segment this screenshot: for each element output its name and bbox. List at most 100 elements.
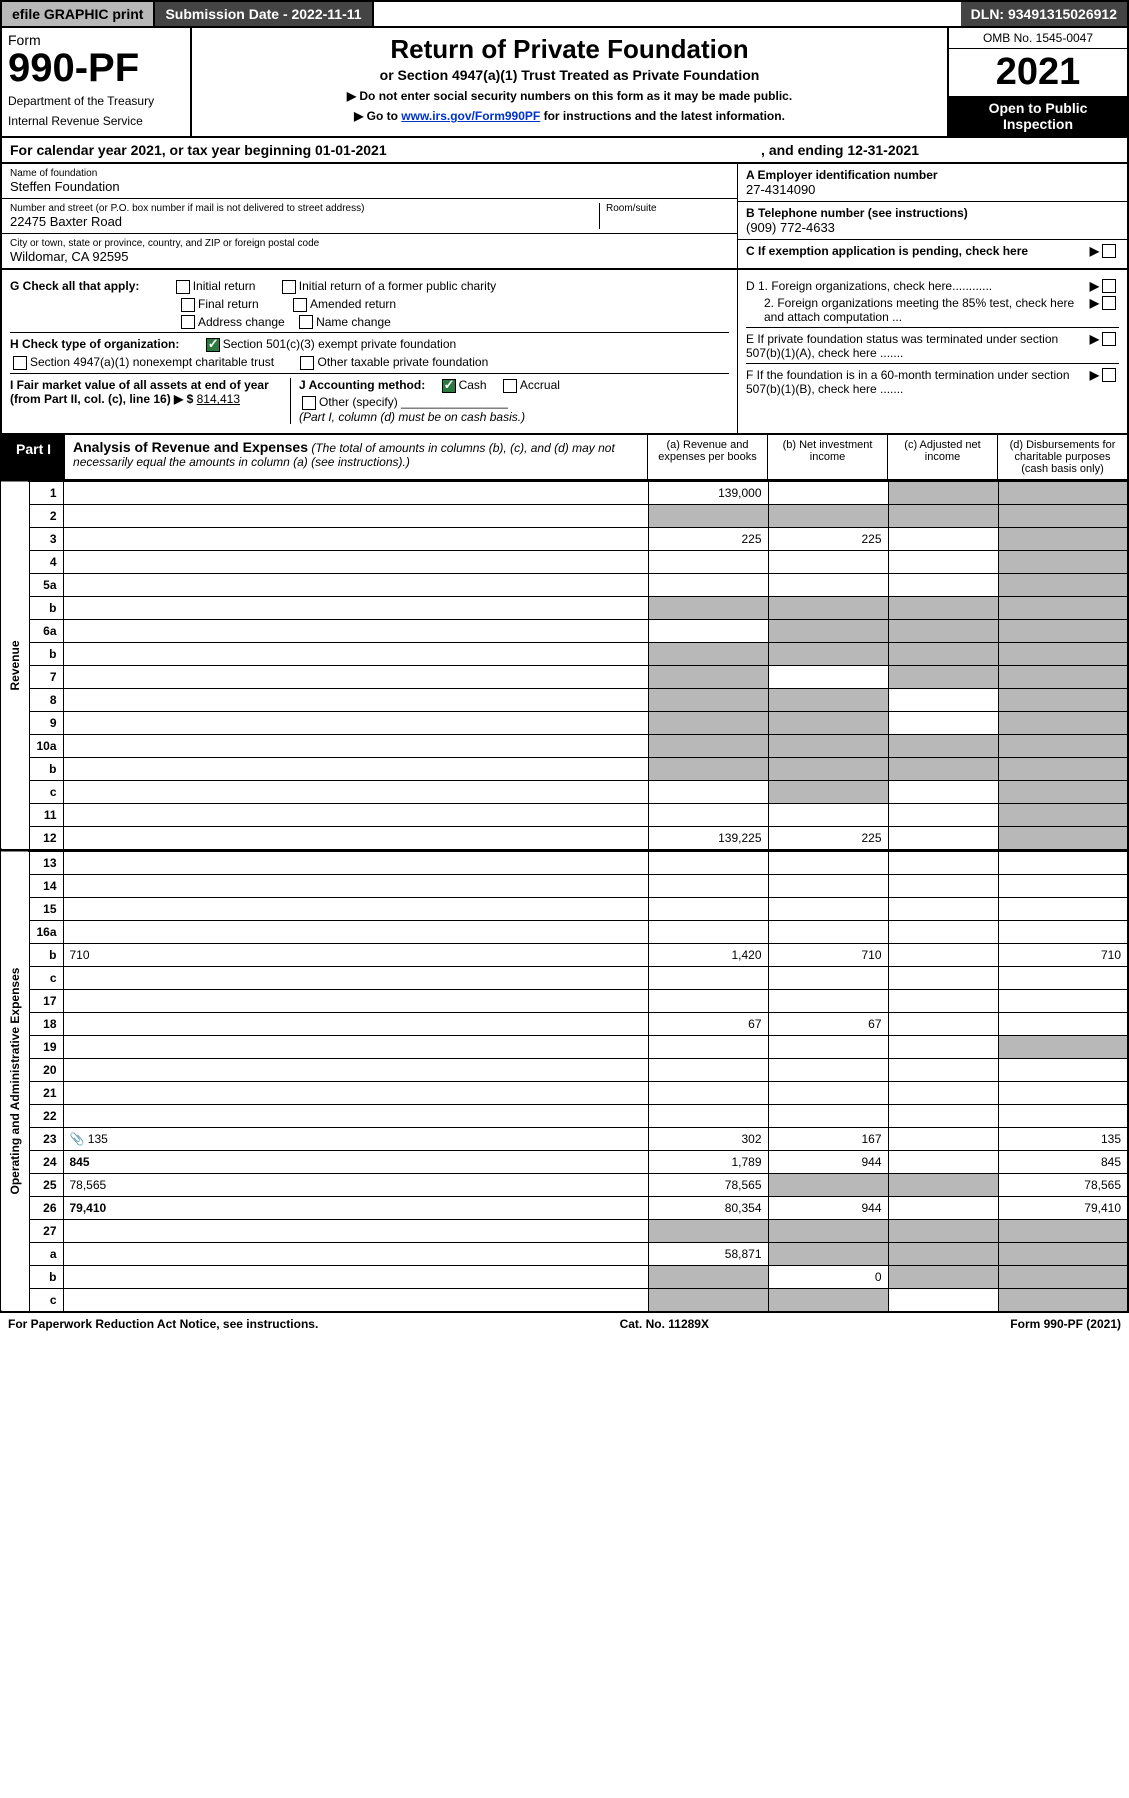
d2-checkbox[interactable] — [1102, 296, 1116, 310]
cell-d — [998, 711, 1128, 734]
cell-d — [998, 1288, 1128, 1312]
d2-label: 2. Foreign organizations meeting the 85%… — [764, 296, 1090, 324]
h-4947[interactable] — [13, 356, 27, 370]
table-row: 10a — [1, 734, 1128, 757]
cell-a: 1,420 — [648, 943, 768, 966]
row-num: 27 — [29, 1219, 63, 1242]
form-title: Return of Private Foundation — [202, 34, 937, 65]
table-row: 9 — [1, 711, 1128, 734]
g-label: G Check all that apply: — [10, 279, 139, 293]
topbar-spacer — [374, 2, 961, 26]
row-num: b — [29, 1265, 63, 1288]
table-row: 248451,789944845 — [1, 1150, 1128, 1173]
g-initial-return[interactable] — [176, 280, 190, 294]
row-num: 24 — [29, 1150, 63, 1173]
j-other[interactable] — [302, 396, 316, 410]
cell-b: 944 — [768, 1150, 888, 1173]
c-checkbox[interactable] — [1102, 244, 1116, 258]
tax-year: 2021 — [949, 49, 1127, 96]
cell-a: 58,871 — [648, 1242, 768, 1265]
g-final[interactable] — [181, 298, 195, 312]
cell-d — [998, 619, 1128, 642]
e-checkbox[interactable] — [1102, 332, 1116, 346]
cell-c — [888, 966, 998, 989]
address: 22475 Baxter Road — [10, 214, 599, 229]
h-501c3[interactable] — [206, 338, 220, 352]
row-num: b — [29, 943, 63, 966]
cell-b — [768, 711, 888, 734]
table-row: 2578,56578,56578,565 — [1, 1173, 1128, 1196]
cell-d — [998, 1058, 1128, 1081]
h-other[interactable] — [300, 356, 314, 370]
form-link[interactable]: www.irs.gov/Form990PF — [401, 109, 540, 123]
footer: For Paperwork Reduction Act Notice, see … — [0, 1313, 1129, 1335]
cell-a: 139,000 — [648, 481, 768, 504]
cell-a: 225 — [648, 527, 768, 550]
cell-a: 139,225 — [648, 826, 768, 850]
cell-c — [888, 504, 998, 527]
phone-label: B Telephone number (see instructions) — [746, 206, 968, 220]
table-row: 11 — [1, 803, 1128, 826]
cell-d — [998, 920, 1128, 943]
table-row: c — [1, 1288, 1128, 1312]
row-num: 25 — [29, 1173, 63, 1196]
cell-a — [648, 665, 768, 688]
cell-b — [768, 1173, 888, 1196]
cell-a — [648, 1035, 768, 1058]
cell-d — [998, 989, 1128, 1012]
table-row: 15 — [1, 897, 1128, 920]
row-num: 5a — [29, 573, 63, 596]
e-label: E If private foundation status was termi… — [746, 332, 1090, 360]
cell-b — [768, 1242, 888, 1265]
cell-b — [768, 1104, 888, 1127]
cell-b — [768, 688, 888, 711]
cell-d — [998, 642, 1128, 665]
cell-d: 135 — [998, 1127, 1128, 1150]
cell-c — [888, 1173, 998, 1196]
irs: Internal Revenue Service — [8, 114, 184, 128]
cell-d — [998, 1104, 1128, 1127]
part-desc: Analysis of Revenue and Expenses (The to… — [65, 435, 647, 479]
cell-b — [768, 920, 888, 943]
cell-b — [768, 1081, 888, 1104]
table-row: Revenue1139,000 — [1, 481, 1128, 504]
cell-c — [888, 1127, 998, 1150]
open-public: Open to Public Inspection — [949, 96, 1127, 136]
d1-label: D 1. Foreign organizations, check here..… — [746, 279, 1090, 293]
header: Form 990-PF Department of the Treasury I… — [0, 28, 1129, 138]
j-cash[interactable] — [442, 379, 456, 393]
f-checkbox[interactable] — [1102, 368, 1116, 382]
cell-d — [998, 1081, 1128, 1104]
g-initial-former[interactable] — [282, 280, 296, 294]
attachment-icon[interactable]: 📎 — [70, 1132, 88, 1146]
cell-a — [648, 1219, 768, 1242]
cell-c — [888, 826, 998, 850]
row-num: 6a — [29, 619, 63, 642]
cell-d — [998, 803, 1128, 826]
d1-checkbox[interactable] — [1102, 279, 1116, 293]
cell-b — [768, 1288, 888, 1312]
cell-b: 225 — [768, 527, 888, 550]
cell-d — [998, 826, 1128, 850]
row-num: 16a — [29, 920, 63, 943]
arrow-icon: ▶ — [1090, 244, 1099, 258]
identity-grid: Name of foundation Steffen Foundation Nu… — [0, 164, 1129, 270]
cell-a: 1,789 — [648, 1150, 768, 1173]
j-accrual[interactable] — [503, 379, 517, 393]
cell-b — [768, 851, 888, 874]
g-name[interactable] — [299, 315, 313, 329]
table-row: 14 — [1, 874, 1128, 897]
g-address[interactable] — [181, 315, 195, 329]
note1: ▶ Do not enter social security numbers o… — [202, 89, 937, 103]
cell-d — [998, 573, 1128, 596]
table-row: a58,871 — [1, 1242, 1128, 1265]
cell-c — [888, 481, 998, 504]
year-block: OMB No. 1545-0047 2021 Open to Public In… — [947, 28, 1127, 136]
g-amended[interactable] — [293, 298, 307, 312]
g-opt2: Final return — [198, 297, 259, 311]
cell-b — [768, 665, 888, 688]
cell-c — [888, 573, 998, 596]
cell-a: 67 — [648, 1012, 768, 1035]
cell-a — [648, 504, 768, 527]
foundation-name: Steffen Foundation — [10, 179, 729, 194]
